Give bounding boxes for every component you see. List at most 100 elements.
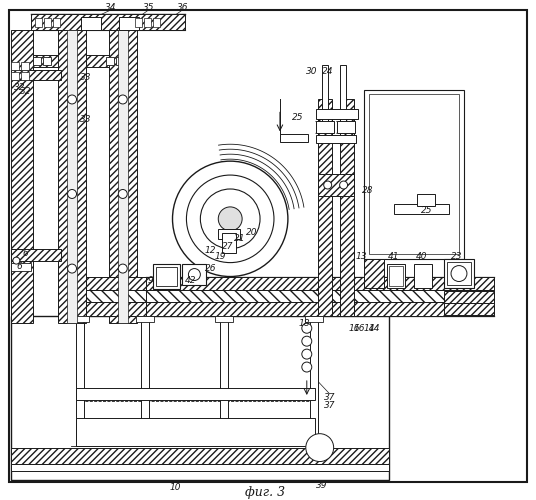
Bar (11, 30, 33, 324)
Bar (146, 290, 494, 302)
Bar (316, 136, 355, 143)
Bar (218, 229, 240, 238)
Bar (144, 18, 151, 27)
Bar (305, 316, 323, 322)
Text: 37: 37 (324, 394, 336, 402)
Bar (76, 388, 315, 400)
Bar (58, 30, 86, 324)
Text: 16: 16 (349, 324, 360, 333)
Circle shape (306, 434, 333, 462)
Bar (11, 464, 389, 471)
Bar (135, 18, 142, 27)
Text: 20: 20 (247, 228, 258, 237)
Circle shape (189, 268, 200, 280)
Bar (444, 292, 494, 304)
Circle shape (68, 95, 77, 104)
Bar (109, 30, 137, 324)
Circle shape (118, 95, 127, 104)
Text: 10: 10 (170, 483, 181, 492)
Bar (364, 90, 464, 258)
Bar (76, 316, 84, 446)
Text: 39: 39 (316, 481, 327, 490)
Bar (21, 72, 29, 80)
Text: 16: 16 (354, 324, 365, 333)
Text: 36: 36 (177, 4, 188, 13)
Text: 26: 26 (205, 264, 216, 273)
Text: 23: 23 (451, 252, 463, 261)
Circle shape (302, 336, 312, 346)
Circle shape (118, 264, 127, 273)
Circle shape (118, 190, 127, 198)
Text: 33: 33 (80, 73, 92, 82)
Circle shape (340, 181, 347, 189)
Text: 40: 40 (415, 252, 427, 261)
Bar (222, 233, 236, 252)
Text: 41: 41 (388, 252, 399, 261)
Circle shape (302, 324, 312, 333)
Text: 25: 25 (292, 113, 303, 122)
Circle shape (200, 189, 260, 248)
Bar (220, 316, 228, 446)
Bar (155, 266, 177, 286)
Bar (337, 122, 354, 134)
Bar (44, 18, 51, 27)
Bar (11, 316, 389, 480)
Circle shape (324, 181, 332, 189)
Bar (31, 14, 185, 30)
Bar (11, 70, 61, 80)
Text: 9: 9 (148, 276, 153, 285)
Bar (86, 302, 146, 316)
Circle shape (68, 264, 77, 273)
Text: 28: 28 (362, 186, 373, 196)
Bar (153, 264, 181, 289)
Bar (280, 134, 308, 142)
Bar (136, 316, 154, 322)
Bar (76, 418, 315, 446)
Bar (86, 276, 146, 316)
Bar (86, 276, 146, 290)
Text: 14: 14 (364, 324, 375, 333)
Bar (106, 56, 114, 64)
Bar (340, 64, 346, 130)
Circle shape (173, 161, 288, 276)
Text: фиг. 3: фиг. 3 (245, 486, 285, 499)
Bar (316, 122, 333, 134)
Bar (86, 290, 146, 302)
Text: 42: 42 (185, 276, 196, 285)
Bar (116, 56, 124, 64)
Text: 25: 25 (421, 206, 433, 216)
Bar (67, 30, 77, 324)
Bar (215, 316, 233, 322)
Bar (33, 56, 41, 64)
Bar (388, 264, 405, 288)
Circle shape (13, 257, 20, 264)
Bar (153, 18, 160, 27)
Bar (33, 54, 133, 66)
Bar (364, 258, 384, 288)
Text: 27: 27 (222, 242, 234, 251)
Bar (118, 30, 128, 324)
Bar (35, 18, 42, 27)
Circle shape (451, 266, 467, 281)
Bar (316, 110, 358, 120)
Bar (71, 316, 89, 322)
Bar (11, 72, 19, 80)
Bar (414, 264, 432, 288)
Bar (11, 262, 31, 270)
Bar (146, 302, 494, 316)
Bar (53, 18, 60, 27)
Bar (182, 264, 206, 285)
Bar (310, 316, 318, 446)
Text: 13: 13 (356, 252, 367, 261)
Bar (11, 62, 19, 70)
Circle shape (302, 349, 312, 359)
Bar (444, 304, 494, 316)
Circle shape (302, 362, 312, 372)
Bar (43, 56, 51, 64)
Bar (81, 17, 101, 30)
Text: 14: 14 (369, 324, 380, 333)
Bar (318, 174, 354, 196)
Text: 30: 30 (306, 67, 317, 76)
Bar (389, 266, 403, 286)
Text: 6: 6 (17, 262, 22, 271)
